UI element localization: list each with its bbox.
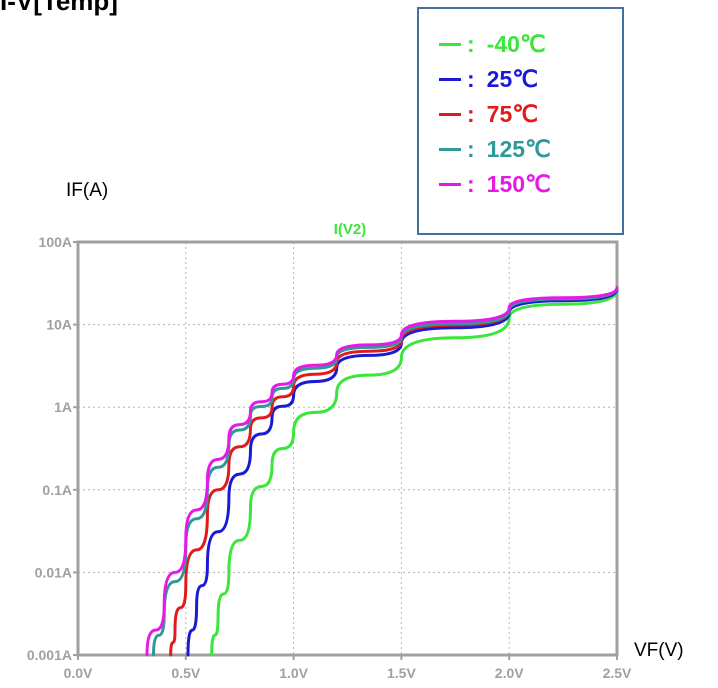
legend-label: 150℃ xyxy=(486,170,551,197)
legend-colon: : xyxy=(467,100,475,127)
x-tick-label: 0.5V xyxy=(171,665,200,681)
x-tick-label: 2.5V xyxy=(603,665,632,681)
series-line-0 xyxy=(210,288,619,657)
grid xyxy=(78,242,617,655)
legend-colon: : xyxy=(467,135,475,162)
legend-item-minus40: : -40℃ xyxy=(439,27,546,61)
series-line-3 xyxy=(152,286,619,657)
plot-frame xyxy=(76,240,619,657)
legend-item-75: : 75℃ xyxy=(439,97,538,131)
legend: : -40℃ : 25℃ : 75℃ : 125℃ : 150℃ xyxy=(417,7,624,235)
legend-swatch xyxy=(439,182,461,186)
y-axis-title: IF(A) xyxy=(66,180,109,201)
legend-label: 125℃ xyxy=(486,135,551,162)
y-tick-label: 1A xyxy=(54,399,72,415)
x-tick-label: 1.0V xyxy=(279,665,308,681)
legend-colon: : xyxy=(467,170,475,197)
axes xyxy=(73,240,619,660)
x-tick-label: 0.0V xyxy=(64,665,93,681)
y-tick-label: 0.1A xyxy=(42,482,72,498)
legend-swatch xyxy=(439,147,461,151)
x-tick-label: 1.5V xyxy=(387,665,416,681)
series-group xyxy=(145,286,619,657)
legend-swatch xyxy=(439,77,461,81)
legend-colon: : xyxy=(467,30,475,57)
y-tick-label: 10A xyxy=(46,317,72,333)
legend-item-25: : 25℃ xyxy=(439,62,538,96)
x-tick-label: 2.0V xyxy=(495,665,524,681)
series-line-4 xyxy=(145,286,619,657)
plot-label: I(V2) xyxy=(334,221,367,238)
y-tick-label: 0.01A xyxy=(35,564,72,580)
tick-labels: 0.0V 0.5V 1.0V 1.5V 2.0V 2.5V 0.001A 0.01A 0.1A 1… xyxy=(27,234,632,681)
legend-label: -40℃ xyxy=(486,30,546,57)
x-axis-title: VF(V) xyxy=(634,640,684,661)
legend-item-125: : 125℃ xyxy=(439,132,551,166)
legend-swatch xyxy=(439,42,461,46)
y-tick-label: 0.001A xyxy=(27,647,72,663)
series-line-2 xyxy=(169,286,619,657)
legend-swatch xyxy=(439,112,461,116)
legend-label: 75℃ xyxy=(486,100,539,127)
chart-title: I-V[Temp] xyxy=(0,0,118,16)
legend-item-150: : 150℃ xyxy=(439,167,551,201)
y-tick-label: 100A xyxy=(39,234,72,250)
legend-label: 25℃ xyxy=(486,65,539,92)
series-line-1 xyxy=(186,287,619,657)
legend-colon: : xyxy=(467,65,475,92)
